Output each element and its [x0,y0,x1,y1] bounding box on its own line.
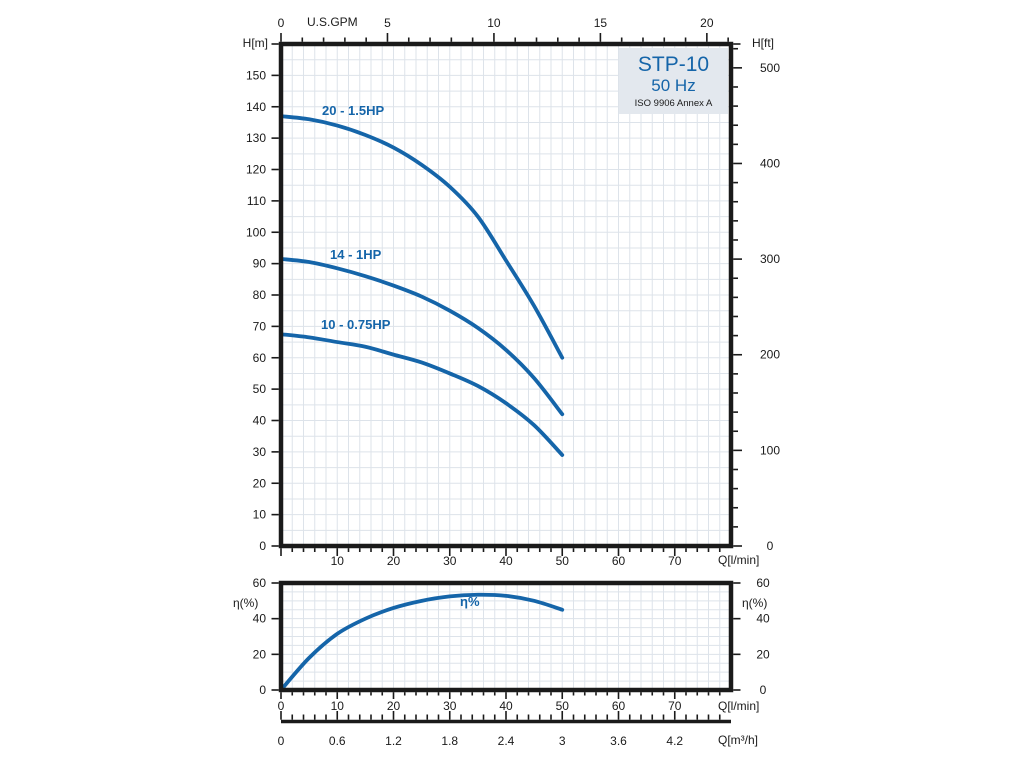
pump-frequency: 50 Hz [651,76,696,95]
m3h-scale-bar: 0 0.6 1.2 1.8 2.4 3 3.6 4.2 [278,711,731,748]
eff-chart-border [278,580,734,693]
svg-text:0: 0 [278,699,285,713]
curve-label-14-1hp: 14 - 1HP [330,247,382,262]
eff-unit-label-right: η(%) [742,596,768,610]
top-axis-gpm: 0 5 10 15 20 [278,16,729,42]
svg-text:40: 40 [499,699,513,713]
svg-text:20: 20 [387,554,401,568]
eff-chart-grid [281,583,731,690]
svg-text:40: 40 [756,612,770,626]
svg-text:0: 0 [278,734,285,748]
head-curve-14-1HP [279,257,565,417]
right-axis-unit-label: H[ft] [752,36,775,50]
svg-text:2.4: 2.4 [498,734,515,748]
eff-left-right-axis: 0 0 20 20 40 40 60 60 [253,576,770,697]
curve-label-10-0.75hp: 10 - 0.75HP [321,317,391,332]
head-curve-10-0.75HP [279,332,565,457]
svg-text:10: 10 [253,508,267,522]
svg-text:20: 20 [756,647,770,661]
svg-text:0: 0 [259,683,266,697]
top-axis-unit-label: U.S.GPM [307,15,358,29]
svg-text:0: 0 [767,539,774,553]
svg-text:70: 70 [253,319,267,333]
svg-text:30: 30 [443,554,457,568]
svg-text:90: 90 [253,257,267,271]
svg-text:0: 0 [259,539,266,553]
svg-text:1.8: 1.8 [441,734,458,748]
svg-text:10: 10 [487,16,501,30]
svg-text:130: 130 [246,131,266,145]
svg-text:3: 3 [559,734,566,748]
svg-text:60: 60 [756,576,770,590]
svg-text:20: 20 [387,699,401,713]
svg-text:40: 40 [253,414,267,428]
svg-text:50: 50 [556,699,570,713]
title-box: STP-10 50 Hz ISO 9906 Annex A [619,48,728,114]
svg-text:50: 50 [253,382,267,396]
svg-text:4.2: 4.2 [666,734,683,748]
svg-text:3.6: 3.6 [610,734,627,748]
eff-curve [279,592,565,692]
svg-text:100: 100 [760,443,780,457]
pump-model: STP-10 [637,53,710,76]
svg-text:110: 110 [247,194,266,208]
left-axis-m: 0 10 20 30 40 50 60 70 80 90 100 110 120 130 140 150 [246,43,279,553]
svg-text:15: 15 [594,16,608,30]
svg-text:70: 70 [668,554,682,568]
svg-text:80: 80 [253,288,267,302]
svg-text:60: 60 [612,554,626,568]
svg-text:400: 400 [760,156,780,170]
svg-text:0: 0 [760,683,767,697]
svg-text:0: 0 [278,16,285,30]
svg-text:140: 140 [246,100,266,114]
left-axis-unit-label: H[m] [242,36,268,50]
curve-label-20-1.5hp: 20 - 1.5HP [322,103,385,118]
svg-text:1.2: 1.2 [385,734,402,748]
svg-text:10: 10 [331,554,345,568]
svg-text:100: 100 [246,225,266,239]
svg-text:60: 60 [253,351,267,365]
svg-text:0.6: 0.6 [329,734,346,748]
svg-text:50: 50 [556,554,570,568]
svg-text:200: 200 [760,348,780,362]
main-chart-grid [281,44,731,546]
svg-text:40: 40 [499,554,513,568]
svg-text:30: 30 [443,699,457,713]
svg-text:300: 300 [760,252,780,266]
efficiency-curve [279,592,565,692]
svg-text:30: 30 [253,445,267,459]
svg-text:120: 120 [246,163,266,177]
svg-text:20: 20 [253,476,267,490]
svg-text:10: 10 [331,699,345,713]
m3h-axis-label: Q[m³/h] [718,733,759,747]
eff-unit-label-left: η(%) [233,596,259,610]
svg-text:60: 60 [253,576,267,590]
svg-text:60: 60 [612,699,626,713]
svg-text:70: 70 [668,699,682,713]
svg-text:40: 40 [253,612,267,626]
main-bottom-axis-lmin: 10 20 30 40 50 60 70 [280,548,721,568]
main-flow-axis-label: Q[l/min] [718,553,760,567]
svg-text:5: 5 [384,16,391,30]
eff-bottom-axis-lmin: 0 10 20 30 40 50 60 70 [278,692,721,713]
eff-flow-axis-label: Q[l/min] [718,699,760,713]
main-chart-border [278,41,734,549]
svg-text:150: 150 [246,68,266,82]
head-curve-20-1.5HP [279,114,565,360]
efficiency-curve-label: η% [460,594,480,609]
svg-text:20: 20 [700,16,714,30]
svg-text:500: 500 [760,61,780,75]
head-curves [279,114,565,457]
right-axis-ft: 0 100 200 300 400 500 [733,43,780,553]
svg-text:20: 20 [253,647,267,661]
iso-standard: ISO 9906 Annex A [634,98,713,109]
